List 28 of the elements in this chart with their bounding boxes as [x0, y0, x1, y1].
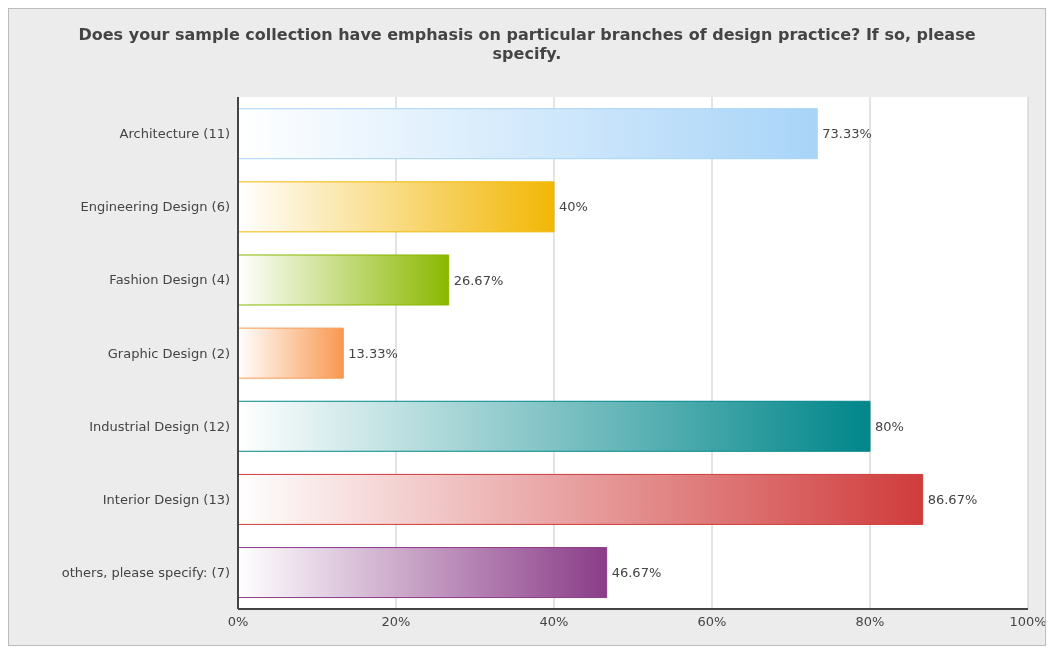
y-tick-label: Interior Design (13)	[102, 491, 230, 507]
data-label: 73.33%	[822, 126, 872, 142]
y-tick-label: Fashion Design (4)	[109, 272, 230, 288]
bar	[238, 181, 555, 233]
x-tick-label: 100%	[1009, 614, 1047, 630]
chart-title: Does your sample collection have emphasis on particular branches of design practice? If so, please specify.	[77, 24, 977, 65]
y-tick-label: Graphic Design (2)	[107, 345, 230, 361]
data-label: 26.67%	[453, 272, 504, 288]
data-label: 46.67%	[611, 565, 662, 581]
x-tick-label: 0%	[227, 614, 249, 630]
bar	[238, 400, 871, 452]
data-label: 86.67%	[927, 492, 978, 508]
y-tick-label: Architecture (11)	[119, 126, 230, 142]
x-tick-label: 60%	[697, 614, 727, 630]
bar	[238, 547, 608, 599]
bar	[238, 327, 344, 379]
data-label: 13.33%	[348, 345, 398, 361]
y-tick-label: others, please specify: (7)	[61, 565, 230, 581]
bar	[238, 108, 818, 160]
data-label: 80%	[875, 418, 904, 434]
x-tick-label: 40%	[539, 614, 569, 630]
x-tick-label: 80%	[855, 614, 885, 630]
y-tick-label: Engineering Design (6)	[80, 199, 230, 215]
y-tick-label: Industrial Design (12)	[89, 418, 230, 434]
bar	[238, 254, 450, 306]
data-label: 40%	[559, 199, 588, 215]
bar	[238, 473, 924, 525]
x-tick-label: 20%	[381, 614, 411, 630]
